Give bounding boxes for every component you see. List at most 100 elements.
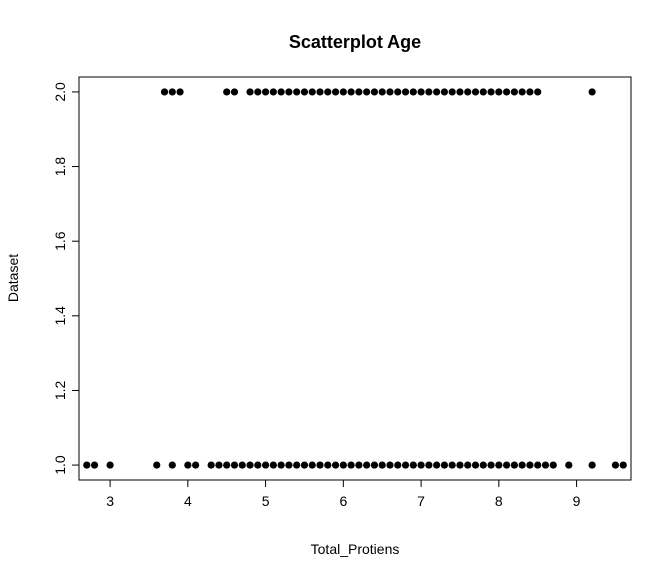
data-point <box>456 88 464 96</box>
x-tick-label: 9 <box>573 493 581 509</box>
data-point <box>409 88 417 96</box>
data-point <box>417 88 425 96</box>
data-point <box>355 461 363 469</box>
data-point <box>316 461 324 469</box>
data-point <box>394 461 402 469</box>
data-point <box>230 88 239 96</box>
data-point <box>510 88 518 96</box>
data-point <box>347 461 355 469</box>
data-point <box>316 88 324 96</box>
data-point <box>464 88 472 96</box>
plot-area <box>78 76 632 481</box>
x-tick-label: 7 <box>417 493 425 509</box>
data-point <box>479 88 487 96</box>
data-point <box>261 88 270 96</box>
data-point <box>518 88 526 96</box>
data-point <box>106 461 114 469</box>
data-point <box>619 461 627 469</box>
data-point <box>425 88 433 96</box>
data-point <box>409 461 417 469</box>
data-point <box>176 88 184 96</box>
y-tick-label: 2.0 <box>52 82 68 102</box>
data-point <box>254 88 262 96</box>
data-point <box>331 88 340 96</box>
data-point <box>331 461 340 469</box>
x-tick-label: 5 <box>262 493 270 509</box>
data-point <box>401 88 410 96</box>
data-point <box>308 461 316 469</box>
data-point <box>83 461 91 469</box>
data-point <box>471 88 480 96</box>
data-point <box>324 461 332 469</box>
data-point <box>503 461 511 469</box>
data-point <box>90 461 99 469</box>
data-point <box>425 461 433 469</box>
data-point <box>363 88 371 96</box>
data-point <box>565 461 573 469</box>
x-tick-label: 3 <box>106 493 114 509</box>
data-point <box>246 88 254 96</box>
data-point <box>526 461 534 469</box>
x-tick-label: 8 <box>495 493 503 509</box>
data-point <box>588 461 596 469</box>
data-point <box>293 88 301 96</box>
data-point <box>495 88 503 96</box>
data-point <box>487 88 495 96</box>
data-point <box>495 461 503 469</box>
data-point <box>254 461 262 469</box>
data-point <box>269 88 277 96</box>
data-point <box>168 461 176 469</box>
data-point <box>378 88 386 96</box>
data-point <box>223 88 231 96</box>
data-point <box>448 461 456 469</box>
data-point <box>479 461 487 469</box>
data-point <box>207 461 215 469</box>
data-point <box>277 88 285 96</box>
y-tick-label: 1.8 <box>52 157 68 177</box>
data-point <box>386 88 394 96</box>
data-point <box>300 461 309 469</box>
data-point <box>285 461 293 469</box>
data-point <box>339 461 347 469</box>
data-point <box>300 88 309 96</box>
data-point <box>433 461 441 469</box>
data-point <box>230 461 239 469</box>
y-axis: 1.0 1.2 1.4 1.6 1.8 2.0 <box>52 82 80 475</box>
data-point <box>518 461 526 469</box>
data-point <box>417 461 425 469</box>
data-point <box>223 461 231 469</box>
y-tick-label: 1.0 <box>52 455 68 475</box>
data-point <box>192 461 200 469</box>
data-point <box>541 461 550 469</box>
data-point <box>238 461 246 469</box>
data-point <box>160 88 169 96</box>
data-point <box>184 461 192 469</box>
data-point <box>448 88 456 96</box>
chart-title: Scatterplot Age <box>289 32 421 52</box>
y-tick-label: 1.6 <box>52 231 68 251</box>
data-point <box>433 88 441 96</box>
data-point <box>363 461 371 469</box>
data-point <box>401 461 410 469</box>
data-point <box>324 88 332 96</box>
data-point <box>503 88 511 96</box>
data-point <box>153 461 161 469</box>
data-point <box>549 461 557 469</box>
data-point <box>440 88 449 96</box>
data-point <box>269 461 277 469</box>
x-axis: 3 4 5 6 7 8 9 <box>106 479 581 509</box>
data-point <box>588 88 596 96</box>
data-points <box>83 88 627 469</box>
data-point <box>440 461 449 469</box>
data-point <box>611 461 620 469</box>
data-point <box>215 461 223 469</box>
x-tick-label: 6 <box>339 493 347 509</box>
data-point <box>370 88 379 96</box>
data-point <box>293 461 301 469</box>
data-point <box>534 461 542 469</box>
data-point <box>285 88 293 96</box>
data-point <box>378 461 386 469</box>
data-point <box>487 461 495 469</box>
data-point <box>347 88 355 96</box>
data-point <box>277 461 285 469</box>
